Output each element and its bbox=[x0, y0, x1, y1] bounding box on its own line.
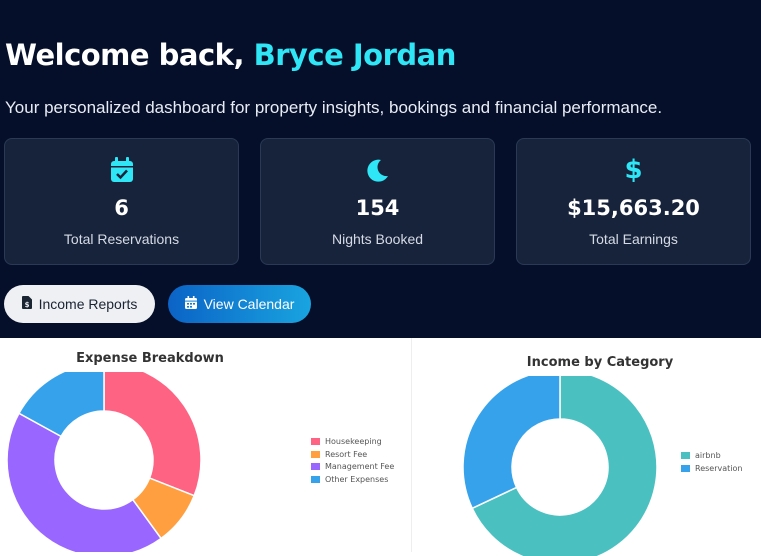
expense-breakdown-panel: Expense Breakdown Housekeeping Resort Fee… bbox=[0, 338, 408, 552]
legend-item[interactable]: airbnb bbox=[681, 449, 742, 462]
stat-card-reservations: 6 Total Reservations bbox=[4, 138, 239, 265]
stat-value: 154 bbox=[355, 196, 400, 220]
legend-item[interactable]: Other Expenses bbox=[311, 473, 394, 486]
page-title: Welcome back, Bryce Jordan bbox=[5, 38, 456, 72]
calendar-check-icon bbox=[5, 156, 238, 184]
legend-label: Resort Fee bbox=[325, 449, 368, 459]
expense-chart-title: Expense Breakdown bbox=[76, 351, 224, 366]
calendar-icon bbox=[184, 296, 197, 312]
expense-legend: Housekeeping Resort Fee Management Fee Othe… bbox=[311, 435, 394, 486]
donut-slice-other-expenses bbox=[17, 372, 105, 438]
income-chart-title: Income by Category bbox=[526, 355, 674, 370]
legend-item[interactable]: Housekeeping bbox=[311, 435, 394, 448]
user-name: Bryce Jordan bbox=[253, 38, 457, 72]
legend-swatch bbox=[311, 450, 320, 458]
donut-slice-housekeeping bbox=[103, 372, 202, 497]
stat-value: 6 bbox=[114, 196, 129, 220]
moon-icon bbox=[261, 156, 494, 184]
view-calendar-button[interactable]: View Calendar bbox=[168, 285, 311, 323]
legend-swatch bbox=[311, 475, 320, 483]
legend-label: Management Fee bbox=[325, 462, 395, 472]
legend-swatch bbox=[311, 437, 320, 445]
donut-slice-reservation bbox=[462, 376, 561, 510]
income-category-panel: Income by Category airbnb Reservation bbox=[411, 338, 761, 556]
stat-card-nights: 154 Nights Booked bbox=[260, 138, 495, 265]
welcome-text: Welcome back, bbox=[5, 38, 244, 72]
legend-label: Housekeeping bbox=[325, 436, 382, 446]
dollar-icon: $ bbox=[624, 155, 643, 185]
donut-slice-management-fee bbox=[6, 412, 163, 552]
svg-text:$: $ bbox=[24, 301, 29, 309]
view-calendar-label: View Calendar bbox=[203, 296, 295, 312]
page-subtitle: Your personalized dashboard for property… bbox=[5, 98, 663, 117]
file-invoice-dollar-icon: $ bbox=[21, 296, 32, 312]
legend-label: Other Expenses bbox=[325, 474, 389, 484]
legend-label: Reservation bbox=[695, 463, 743, 473]
stat-label: Total Reservations bbox=[63, 231, 180, 247]
legend-item[interactable]: Resort Fee bbox=[311, 448, 394, 461]
stat-label: Total Earnings bbox=[589, 231, 678, 247]
legend-swatch bbox=[681, 464, 690, 472]
legend-swatch bbox=[681, 451, 690, 459]
income-legend: airbnb Reservation bbox=[681, 449, 742, 474]
dashboard-hero: Welcome back, Bryce Jordan Your personal… bbox=[0, 0, 761, 338]
stat-label: Nights Booked bbox=[331, 231, 424, 247]
income-reports-button[interactable]: $ Income Reports bbox=[4, 285, 155, 323]
income-donut-chart bbox=[462, 376, 658, 556]
legend-item[interactable]: Reservation bbox=[681, 462, 742, 475]
donut-slice-airbnb bbox=[471, 376, 658, 556]
stat-value: $15,663.20 bbox=[567, 196, 700, 220]
legend-swatch bbox=[311, 463, 320, 471]
income-reports-label: Income Reports bbox=[38, 296, 138, 312]
stat-card-earnings: $ $15,663.20 Total Earnings bbox=[516, 138, 751, 265]
legend-item[interactable]: Management Fee bbox=[311, 460, 394, 473]
expense-donut-chart bbox=[6, 372, 202, 552]
legend-label: airbnb bbox=[695, 450, 721, 460]
